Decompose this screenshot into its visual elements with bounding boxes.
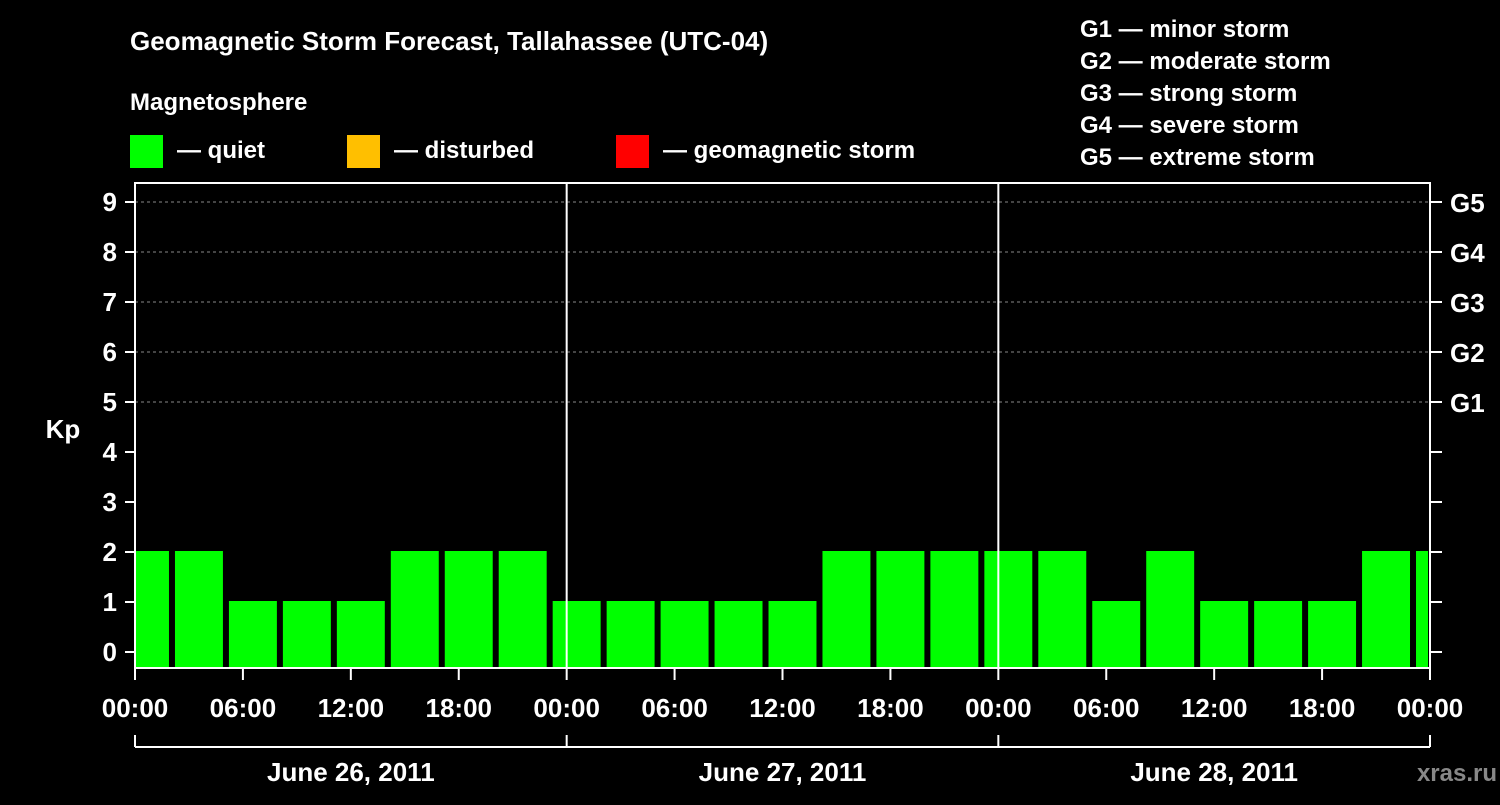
kp-bar	[136, 551, 169, 668]
kp-bar	[390, 551, 439, 668]
kp-bar	[930, 551, 979, 668]
gscale-g3: G3 — strong storm	[1080, 80, 1297, 107]
kp-bar	[1200, 601, 1249, 668]
kp-bar	[174, 551, 223, 668]
y-axis-label: Kp	[46, 414, 81, 444]
legend-label-storm: — geomagnetic storm	[663, 137, 915, 164]
kp-bar	[336, 601, 385, 668]
g-scale-label: G4	[1450, 238, 1485, 268]
date-label: June 27, 2011	[699, 757, 867, 787]
plot-border	[134, 182, 1431, 669]
x-tick-label: 00:00	[533, 693, 600, 723]
kp-bar	[660, 601, 709, 668]
kp-bar	[876, 551, 925, 668]
y-tick-label: 2	[103, 537, 117, 567]
y-tick-label: 0	[103, 637, 117, 667]
gscale-g1: G1 — minor storm	[1080, 16, 1289, 43]
x-tick-label: 12:00	[1181, 693, 1248, 723]
x-tick-label: 06:00	[210, 693, 277, 723]
watermark: xras.ru	[1417, 760, 1497, 787]
gscale-g2: G2 — moderate storm	[1080, 48, 1331, 75]
chart-title: Geomagnetic Storm Forecast, Tallahassee …	[130, 26, 768, 56]
plot-frame	[134, 182, 1431, 669]
kp-bar	[1254, 601, 1303, 668]
kp-bar	[1146, 551, 1195, 668]
grid-lines	[135, 201, 1430, 403]
y-tick-label: 7	[103, 287, 117, 317]
kp-bar	[498, 551, 547, 668]
kp-bar	[552, 601, 601, 668]
g-scale-label: G1	[1450, 388, 1485, 418]
gscale-g5: G5 — extreme storm	[1080, 144, 1315, 171]
x-tick-label: 12:00	[318, 693, 385, 723]
x-tick-label: 18:00	[1289, 693, 1356, 723]
kp-bar	[606, 601, 655, 668]
legend-swatch-disturbed	[347, 135, 380, 168]
kp-bar	[1092, 601, 1141, 668]
x-tick-label: 00:00	[1397, 693, 1464, 723]
kp-bar	[1308, 601, 1357, 668]
x-tick-label: 00:00	[102, 693, 169, 723]
bars	[136, 551, 1428, 668]
x-tick-label: 06:00	[641, 693, 708, 723]
kp-bar	[1362, 551, 1411, 668]
y-tick-label: 9	[103, 187, 117, 217]
kp-bar	[1038, 551, 1087, 668]
x-tick-label: 06:00	[1073, 693, 1140, 723]
legend-swatch-quiet	[130, 135, 163, 168]
x-tick-label: 18:00	[857, 693, 924, 723]
kp-bar	[768, 601, 817, 668]
y-tick-label: 3	[103, 487, 117, 517]
date-label: June 28, 2011	[1130, 757, 1298, 787]
kp-bar	[714, 601, 763, 668]
x-tick-label: 00:00	[965, 693, 1032, 723]
date-label: June 26, 2011	[267, 757, 435, 787]
y-tick-label: 8	[103, 237, 117, 267]
y-tick-label: 6	[103, 337, 117, 367]
kp-bar	[282, 601, 331, 668]
legend-label-disturbed: — disturbed	[394, 137, 534, 164]
x-tick-label: 18:00	[426, 693, 493, 723]
kp-bar	[822, 551, 871, 668]
g-scale-label: G2	[1450, 338, 1485, 368]
legend-label-quiet: — quiet	[177, 137, 265, 164]
kp-bar	[984, 551, 1033, 668]
y-tick-label: 1	[103, 587, 117, 617]
x-tick-label: 12:00	[749, 693, 816, 723]
g-scale-label: G3	[1450, 288, 1485, 318]
gscale-g4: G4 — severe storm	[1080, 112, 1299, 139]
y-tick-label: 5	[103, 387, 117, 417]
axes: 0 1 2 3 4 5 6 7 8 9 G1 G2 G3 G4 G5 00:00 06:00 12:00 18:00…	[102, 187, 1485, 787]
kp-bar	[1416, 551, 1428, 668]
legend-heading: Magnetosphere	[130, 89, 307, 116]
legend-swatch-storm	[616, 135, 649, 168]
kp-bar	[444, 551, 493, 668]
y-tick-label: 4	[103, 437, 118, 467]
kp-bar	[228, 601, 277, 668]
g-scale-label: G5	[1450, 188, 1485, 218]
